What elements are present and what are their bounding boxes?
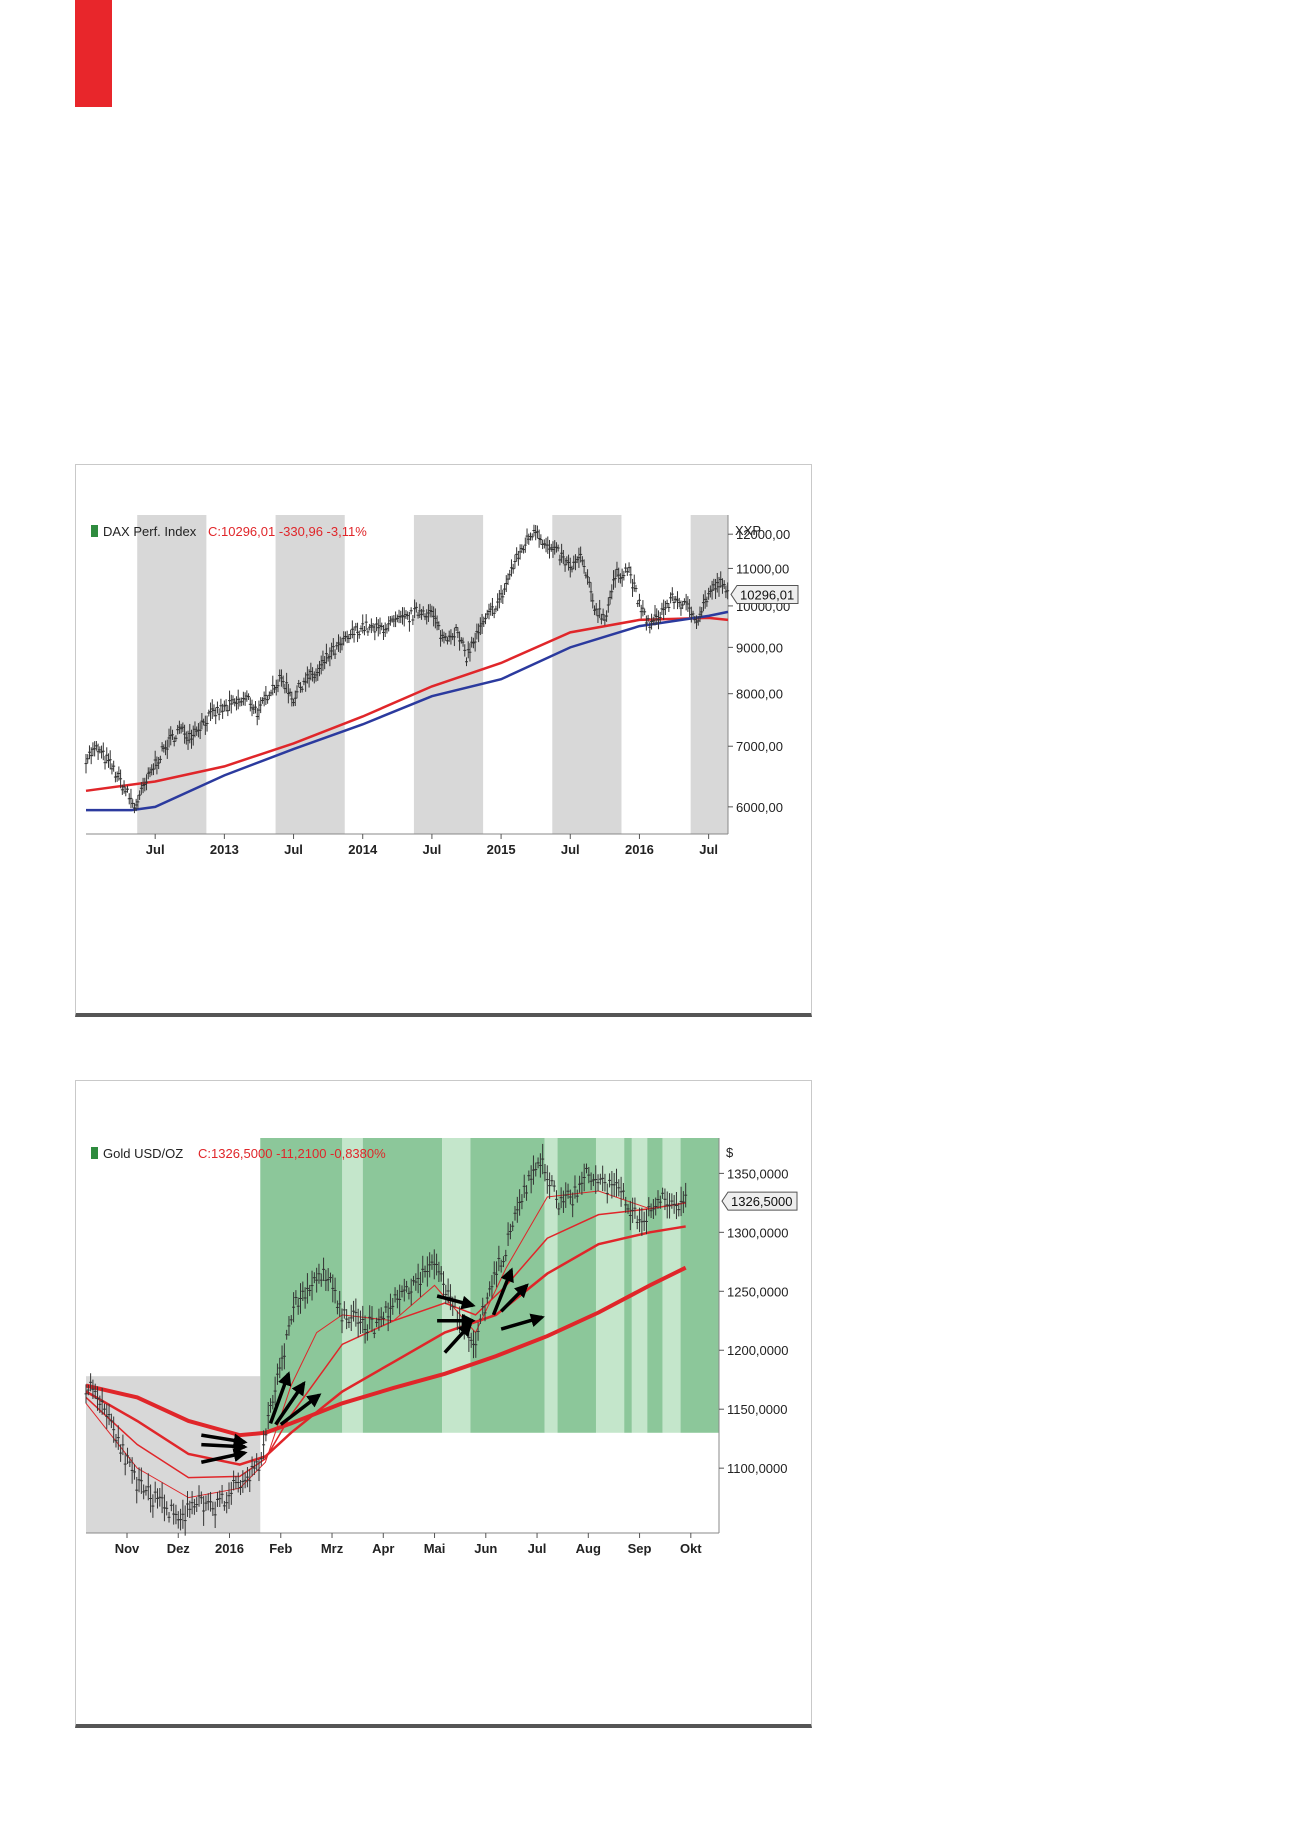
moving-average-line xyxy=(85,1265,687,1438)
x-tick-label: 2016 xyxy=(215,1541,244,1556)
x-tick-label: Jul xyxy=(284,842,303,857)
x-tick-label: Feb xyxy=(269,1541,292,1556)
shaded-period xyxy=(137,515,207,834)
gold-chart: 1100,0000 1150,0000 1200,0000 1250,0000 1300… xyxy=(84,1138,798,1556)
y-tick-label: 1350,0000 xyxy=(727,1166,788,1181)
moving-average-line xyxy=(85,1225,686,1466)
shaded-period xyxy=(275,515,345,834)
axis-unit: XXP xyxy=(735,523,761,538)
x-tick-label: 2016 xyxy=(625,842,654,857)
legend-marker-icon xyxy=(91,1147,98,1159)
annotation-arrow xyxy=(200,1448,248,1464)
annotation-arrow xyxy=(201,1439,248,1454)
moving-average-line-red xyxy=(85,616,729,793)
shaded-period-lightgreen xyxy=(342,1138,363,1433)
x-tick-label: Sep xyxy=(628,1541,652,1556)
x-tick-label: 2013 xyxy=(210,842,239,857)
legend-marker-icon xyxy=(91,525,98,537)
annotation-arrow xyxy=(268,1371,292,1424)
shaded-period-lightgreen xyxy=(442,1138,471,1433)
shaded-period-lightgreen xyxy=(631,1138,648,1433)
shaded-period-green xyxy=(624,1138,632,1433)
x-tick-label: Mrz xyxy=(321,1541,344,1556)
y-tick-label: 1200,0000 xyxy=(727,1343,788,1358)
annotation-arrow xyxy=(274,1380,306,1426)
y-tick-label: 12000,00 xyxy=(736,527,790,542)
x-tick-label: Jun xyxy=(474,1541,497,1556)
x-tick-label: 2014 xyxy=(348,842,378,857)
x-tick-label: Apr xyxy=(372,1541,394,1556)
annotation-arrow xyxy=(499,1283,529,1313)
x-tick-label: Jul xyxy=(528,1541,547,1556)
y-tick-label: 1250,0000 xyxy=(727,1284,788,1299)
shaded-period-lightgreen xyxy=(544,1138,558,1433)
shaded-period xyxy=(690,515,728,834)
chart-title: Gold USD/OZ xyxy=(103,1146,183,1161)
shaded-period-green xyxy=(362,1138,443,1433)
x-tick-label: 2015 xyxy=(487,842,516,857)
y-tick-label: 7000,00 xyxy=(736,739,783,754)
shaded-period xyxy=(552,515,622,834)
x-tick-label: Mai xyxy=(424,1541,446,1556)
y-tick-label: 1300,0000 xyxy=(727,1225,788,1240)
shaded-period-green xyxy=(680,1138,719,1433)
chart-title: DAX Perf. Index xyxy=(103,524,197,539)
chart-quote: C:1326,5000 -11,2100 -0,8380% xyxy=(198,1146,386,1161)
annotation-arrow xyxy=(279,1393,322,1426)
dax-chart-panel: 6000,00 7000,00 8000,00 9000,00 10000,00 1100… xyxy=(75,464,812,1017)
y-tick-label: 8000,00 xyxy=(736,687,783,702)
page-accent-tab xyxy=(75,0,112,107)
x-tick-label: Jul xyxy=(423,842,442,857)
chart-quote: C:10296,01 -330,96 -3,11% xyxy=(208,524,367,539)
x-tick-label: Aug xyxy=(576,1541,601,1556)
x-tick-label: Jul xyxy=(699,842,718,857)
x-tick-label: Jul xyxy=(561,842,580,857)
last-value-label: 1326,5000 xyxy=(731,1194,792,1209)
y-tick-label: 6000,00 xyxy=(736,800,783,815)
annotation-arrow xyxy=(500,1313,545,1331)
y-tick-label: 1150,0000 xyxy=(727,1402,788,1417)
last-value-label: 10296,01 xyxy=(740,587,794,602)
x-tick-label: Okt xyxy=(680,1541,702,1556)
x-tick-label: Jul xyxy=(146,842,165,857)
annotation-arrow xyxy=(443,1322,473,1354)
y-tick-label: 11000,00 xyxy=(736,561,789,576)
x-tick-label: Nov xyxy=(115,1541,140,1556)
y-tick-label: 9000,00 xyxy=(736,640,783,655)
shaded-period-lightgreen xyxy=(662,1138,681,1433)
axis-unit: $ xyxy=(726,1145,734,1160)
shaded-period-lightgreen xyxy=(595,1138,625,1433)
annotation-arrow xyxy=(491,1267,514,1316)
gold-chart-panel: 1100,0000 1150,0000 1200,0000 1250,0000 1300… xyxy=(75,1080,812,1728)
x-tick-label: Dez xyxy=(167,1541,191,1556)
y-tick-label: 1100,0000 xyxy=(727,1461,788,1476)
annotation-arrow xyxy=(436,1294,476,1310)
moving-average-line-blue xyxy=(86,610,729,812)
shaded-period-green xyxy=(557,1138,596,1433)
last-value-badge xyxy=(721,1191,798,1211)
last-value-badge xyxy=(730,584,799,604)
dax-chart: 6000,007000,008000,009000,0010000,001100… xyxy=(84,515,799,857)
shaded-period xyxy=(413,515,484,834)
